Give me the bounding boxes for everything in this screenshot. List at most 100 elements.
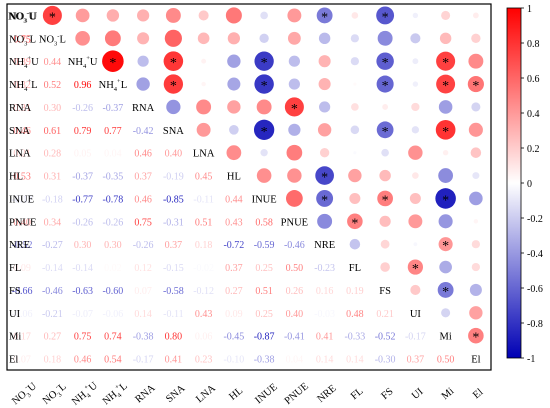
- corr-value: 0.77: [104, 126, 122, 137]
- significance-marker: *: [170, 79, 177, 94]
- significance-marker: *: [351, 216, 358, 231]
- corr-circle: [412, 12, 419, 19]
- corr-circle: [350, 125, 360, 135]
- colorbar-tick-label: 0.2: [527, 144, 540, 155]
- diagonal-label: FL: [349, 263, 361, 274]
- colorbar-tick-label: 0.8: [527, 39, 540, 50]
- corr-circle: [163, 51, 184, 71]
- corr-circle: [104, 30, 121, 47]
- significance-marker: *: [170, 56, 177, 71]
- corr-value: 0.14: [316, 355, 334, 366]
- corr-value: 0.80: [165, 332, 183, 343]
- corr-value: -0.87: [254, 332, 275, 343]
- corr-circle: [376, 121, 394, 139]
- corr-value: 0.40: [286, 309, 304, 320]
- corr-circle: [319, 148, 330, 158]
- y-tick-label: INUE: [9, 194, 34, 205]
- significance-marker: *: [382, 56, 389, 71]
- corr-circle: [317, 213, 333, 229]
- corr-value: 0.54: [104, 355, 122, 366]
- corr-value: 0.26: [286, 286, 304, 297]
- corr-circle: [319, 101, 331, 113]
- corr-value: -0.38: [254, 355, 275, 366]
- x-tick-label: NO3-L: [40, 380, 70, 408]
- diagonal-label: UI: [410, 309, 422, 320]
- diagonal-label: El: [471, 355, 480, 366]
- diagonal-label: NO3-U: [8, 9, 37, 24]
- corr-value: -0.37: [72, 172, 93, 183]
- y-tick-label: NO3-L: [9, 32, 36, 47]
- corr-value: -0.18: [42, 194, 63, 205]
- y-tick-label: RNA: [9, 103, 32, 114]
- significance-marker: *: [382, 10, 389, 25]
- significance-marker: *: [261, 125, 268, 140]
- diagonal-label: NH4+L: [99, 78, 128, 93]
- colorbar: 1 0.8 0.6 0.4 0.2 0 -0.2 -0.4 -0.6 -0.8 -1: [506, 4, 543, 365]
- corr-value: -0.52: [375, 332, 396, 343]
- corr-value: 0.32: [13, 80, 31, 91]
- corr-value: 0.44: [225, 194, 243, 205]
- corr-circle: [288, 55, 300, 67]
- corr-circle: [254, 74, 274, 94]
- corr-circle: [412, 58, 419, 65]
- x-tick-label: LNA: [194, 383, 218, 406]
- corr-circle: [351, 103, 359, 111]
- corr-circle: [316, 7, 333, 24]
- corr-circle: [353, 151, 357, 155]
- significance-marker: *: [472, 79, 479, 94]
- corr-circle: [347, 213, 363, 230]
- corr-value: 0.50: [286, 263, 304, 274]
- significance-marker: *: [442, 79, 449, 94]
- corr-value: 0.19: [346, 286, 364, 297]
- corr-value: 0.05: [74, 149, 92, 160]
- corr-value: 0.53: [13, 172, 31, 183]
- x-tick-label: NH4+L: [100, 379, 131, 408]
- corr-value: 0.25: [255, 309, 273, 320]
- corr-circle: [229, 125, 239, 135]
- significance-marker: *: [261, 79, 268, 94]
- colorbar-tick-label: -0.6: [527, 284, 543, 295]
- corr-circle: [348, 168, 362, 183]
- x-tick-label: INUE: [253, 382, 279, 407]
- corr-circle: [226, 145, 242, 161]
- corr-circle: [284, 97, 304, 117]
- diagonal-label: Mi: [439, 332, 451, 343]
- corr-circle: [407, 259, 423, 275]
- corr-value: 0.14: [134, 309, 152, 320]
- significance-marker: *: [321, 10, 328, 25]
- corr-value: 0.41: [316, 332, 334, 343]
- corr-circle: [201, 81, 206, 87]
- diagonal-label: RNA: [132, 103, 155, 114]
- corr-circle: [165, 7, 181, 23]
- x-tick-label: PNUE: [283, 381, 311, 407]
- corr-value: 0.07: [134, 286, 152, 297]
- corr-value: -0.02: [193, 263, 214, 274]
- y-tick-label: NH4+L: [9, 78, 38, 93]
- corr-value: 0.12: [134, 263, 152, 274]
- corr-value: 0.30: [44, 103, 62, 114]
- corr-circle: [317, 123, 332, 137]
- corr-value: 0.21: [13, 149, 31, 160]
- significance-marker: *: [412, 262, 419, 277]
- corr-value: 0.45: [195, 172, 213, 183]
- corr-value: 0.23: [195, 355, 213, 366]
- corr-circle: [438, 237, 453, 252]
- corr-value: -0.63: [72, 286, 93, 297]
- x-tick-label: SNA: [164, 383, 187, 405]
- y-tick-label: FL: [9, 263, 21, 274]
- y-tick-label: UI: [9, 309, 21, 320]
- corr-circle: [350, 34, 359, 43]
- corr-value: -0.60: [102, 286, 123, 297]
- corr-circle: [163, 74, 184, 94]
- corr-value: 0.51: [255, 286, 273, 297]
- corr-value: 0.04: [286, 355, 304, 366]
- corr-circle: [472, 172, 480, 180]
- corr-circle: [287, 168, 302, 183]
- corr-circle: [164, 29, 182, 47]
- corr-circle: [42, 5, 62, 25]
- significance-marker: *: [321, 193, 328, 208]
- corr-circle: [435, 188, 456, 209]
- corr-circle: [408, 145, 423, 160]
